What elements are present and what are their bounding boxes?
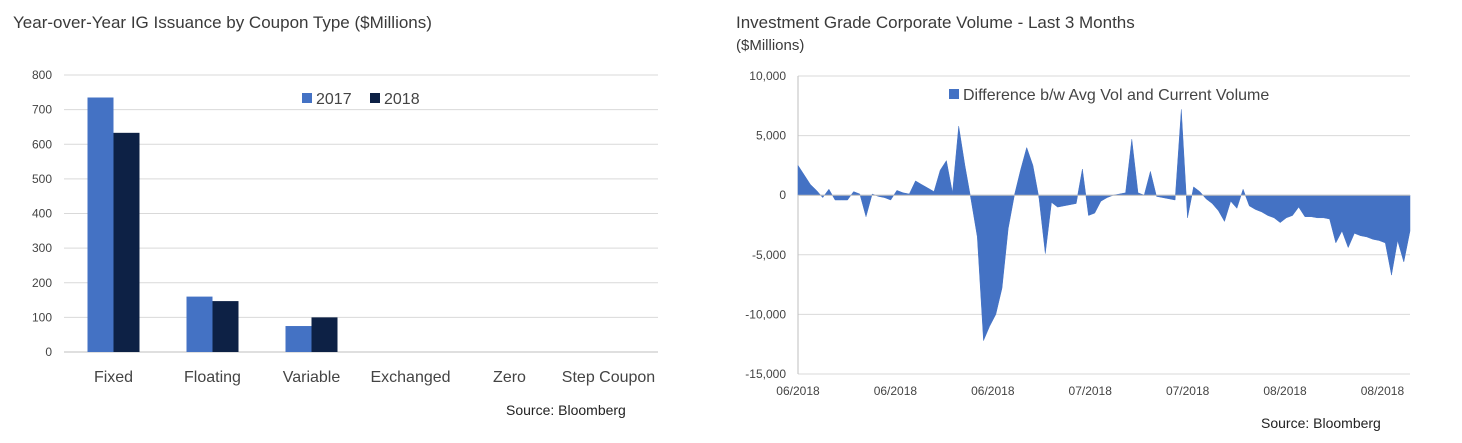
y-tick-label: 300 bbox=[32, 241, 52, 255]
volume-chart-subtitle: ($Millions) bbox=[736, 37, 805, 54]
x-tick-label: 08/2018 bbox=[1263, 384, 1307, 398]
coupon-bar-chart: 800 700 600 500 400 300 200 100 0 Fixed Floating Va… bbox=[32, 68, 658, 386]
x-category-label: Step Coupon bbox=[562, 369, 655, 386]
x-tick-label: 07/2018 bbox=[1166, 384, 1210, 398]
x-tick-label: 06/2018 bbox=[874, 384, 918, 398]
bar-2017-floating bbox=[186, 296, 213, 352]
coupon-type-chart-panel: Year-over-Year IG Issuance by Coupon Typ… bbox=[0, 0, 700, 443]
y-tick-label: 200 bbox=[32, 276, 52, 290]
x-category-label: Floating bbox=[184, 369, 241, 386]
volume-chart-source: Source: Bloomberg bbox=[1261, 415, 1381, 431]
y-tick-label: 400 bbox=[32, 207, 52, 221]
y-tick-label: 700 bbox=[32, 103, 52, 117]
legend-label: Difference b/w Avg Vol and Current Volum… bbox=[963, 87, 1269, 104]
x-tick-label: 07/2018 bbox=[1069, 384, 1113, 398]
coupon-chart-source: Source: Bloomberg bbox=[506, 402, 626, 418]
x-tick-label: 06/2018 bbox=[776, 384, 820, 398]
bar-2017-variable bbox=[285, 326, 312, 352]
x-category-label: Fixed bbox=[94, 369, 133, 386]
x-category-label: Zero bbox=[493, 369, 526, 386]
y-tick-label: 10,000 bbox=[749, 69, 786, 83]
y-tick-label: 600 bbox=[32, 137, 52, 151]
volume-difference-area bbox=[797, 109, 1411, 341]
bar-2017-fixed bbox=[87, 97, 114, 352]
volume-chart-title: Investment Grade Corporate Volume - Last… bbox=[736, 13, 1135, 32]
legend-swatch-2017 bbox=[302, 93, 312, 103]
y-tick-label: 800 bbox=[32, 68, 52, 82]
corporate-volume-chart-panel: Investment Grade Corporate Volume - Last… bbox=[700, 0, 1462, 443]
volume-area-chart: 10,000 5,000 0 -5,000 -10,000 -15,000 06/2018 0… bbox=[745, 69, 1411, 398]
y-tick-label: 5,000 bbox=[756, 129, 786, 143]
y-tick-label: 100 bbox=[32, 310, 52, 324]
y-tick-label: -10,000 bbox=[745, 307, 786, 321]
coupon-chart-title: Year-over-Year IG Issuance by Coupon Typ… bbox=[13, 13, 432, 32]
legend-label-2018: 2018 bbox=[384, 91, 420, 108]
x-category-label: Variable bbox=[283, 369, 341, 386]
legend-swatch-2018 bbox=[370, 93, 380, 103]
bar-2018-variable bbox=[311, 317, 338, 352]
bar-2018-fixed bbox=[113, 132, 140, 352]
legend-swatch bbox=[949, 89, 959, 99]
y-tick-label: 500 bbox=[32, 172, 52, 186]
y-tick-label: 0 bbox=[779, 188, 786, 202]
y-tick-label: 0 bbox=[45, 345, 52, 359]
y-tick-label: -5,000 bbox=[752, 248, 786, 262]
x-tick-label: 08/2018 bbox=[1361, 384, 1405, 398]
bar-2018-floating bbox=[212, 301, 239, 352]
legend-label-2017: 2017 bbox=[316, 91, 352, 108]
y-tick-label: -15,000 bbox=[745, 367, 786, 381]
x-category-label: Exchanged bbox=[370, 369, 450, 386]
x-tick-label: 06/2018 bbox=[971, 384, 1015, 398]
